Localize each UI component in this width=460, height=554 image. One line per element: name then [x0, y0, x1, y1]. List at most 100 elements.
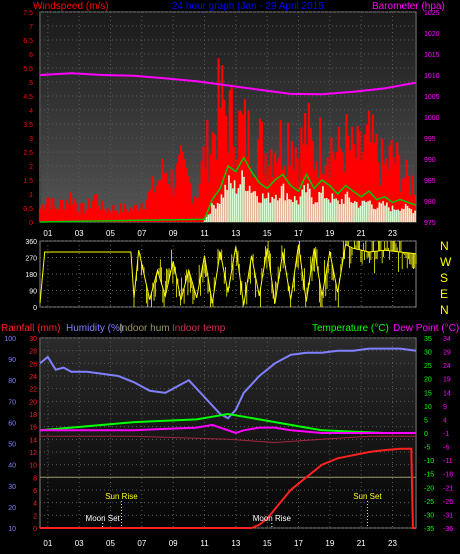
time-label: 03: [75, 539, 84, 548]
baro-tick-label: 1025: [424, 10, 440, 17]
rain-tick-label: 2: [33, 513, 37, 520]
time-label: 21: [357, 229, 366, 238]
baro-tick-label: 990: [424, 157, 436, 164]
dewpoint-tick-label: -1: [443, 431, 449, 438]
wind-tick-label: 1: [29, 192, 33, 199]
direction-tick-label: 180: [25, 272, 37, 279]
indoor-temp-label: Indoor temp: [172, 323, 226, 334]
rain-tick-label: 22: [29, 387, 37, 394]
humidity-tick-label: 60: [8, 420, 16, 427]
series-line-temp: [39, 412, 416, 434]
humidity-tick-label: 10: [8, 526, 16, 533]
annotation-sun-set: Sun Set: [353, 492, 382, 501]
time-label: 05: [106, 539, 115, 548]
time-label: 15: [263, 229, 272, 238]
wind-tick-label: 6: [29, 52, 33, 59]
baro-tick-label: 1005: [424, 94, 440, 101]
dewpoint-tick-label: -36: [443, 526, 453, 533]
time-label: 09: [169, 229, 178, 238]
dewpoint-tick-label: 19: [443, 377, 451, 384]
wind-tick-label: 7: [29, 24, 33, 31]
humidity-axis-label: Humidity (%): [66, 323, 123, 334]
time-label: 05: [106, 229, 115, 238]
dewpoint-tick-label: -31: [443, 512, 453, 519]
rain-tick-label: 26: [29, 361, 37, 368]
humidity-tick-label: 30: [8, 484, 16, 491]
wind-tick-label: 4: [29, 108, 33, 115]
baro-tick-label: 1020: [424, 31, 440, 38]
wind-series-layer: [38, 58, 417, 223]
rain-tick-label: 0: [33, 526, 37, 533]
humidity-tick-label: 80: [8, 378, 16, 385]
direction-tick-label: 0: [33, 305, 37, 312]
barometer-axis-label: Barometer (hpa): [372, 1, 445, 12]
wind-tick-label: 7.5: [23, 10, 33, 17]
time-label: 01: [43, 229, 52, 238]
rain-tick-label: 6: [33, 488, 37, 495]
direction-series-layer: [39, 241, 417, 307]
temp-tick-label: -35: [424, 526, 434, 533]
direction-tick-label: 90: [29, 289, 37, 296]
dewpoint-tick-label: -21: [443, 485, 453, 492]
wind-tick-label: 0.5: [23, 206, 33, 213]
direction-tick-label: 270: [25, 256, 37, 263]
time-label: 11: [200, 229, 209, 238]
temp-tick-label: 35: [424, 336, 432, 343]
rain-tick-label: 30: [29, 336, 37, 343]
time-label: 07: [137, 229, 146, 238]
dewpoint-tick-label: 29: [443, 350, 451, 357]
indoor-hum-label: Indoor hum: [119, 323, 170, 334]
series-line-hum: [39, 347, 417, 420]
baro-tick-label: 1010: [424, 73, 440, 80]
rain-tick-label: 20: [29, 399, 37, 406]
humidity-tick-label: 50: [8, 442, 16, 449]
temp-tick-label: 30: [424, 350, 432, 357]
temp-tick-label: 5: [424, 417, 428, 424]
time-label: 11: [200, 539, 209, 548]
annotation-moon-set: Moon Set: [86, 514, 121, 523]
rain-tick-label: 10: [29, 463, 37, 470]
temp-tick-label: -20: [424, 485, 434, 492]
baro-tick-label: 995: [424, 136, 436, 143]
rain-tick-label: 8: [33, 475, 37, 482]
time-label: 19: [325, 229, 334, 238]
wind-tick-label: 0: [29, 220, 33, 227]
time-label: 17: [294, 229, 303, 238]
rain-tick-label: 16: [29, 425, 37, 432]
wind-tick-label: 2.5: [23, 150, 33, 157]
direction-tick-label: 360: [25, 239, 37, 246]
temp-tick-label: -15: [424, 472, 434, 479]
rain-tick-label: 4: [33, 501, 37, 508]
rain-tick-label: 14: [29, 437, 37, 444]
wind-tick-label: 6.5: [23, 38, 33, 45]
temp-tick-label: 25: [424, 363, 432, 370]
series-line-dew: [40, 423, 416, 435]
axis-ticks: 00.511.522.533.544.555.566.577.597598098…: [4, 10, 453, 548]
compass-label-w: W: [440, 255, 452, 269]
wind-tick-label: 2: [29, 164, 33, 171]
dewpoint-tick-label: 4: [443, 417, 447, 424]
series-line-rain: [40, 447, 416, 529]
temp-tick-label: -10: [424, 458, 434, 465]
temperature-series-layer: [39, 347, 417, 529]
baro-tick-label: 1015: [424, 52, 440, 59]
time-label: 15: [263, 539, 272, 548]
rainfall-axis-label: Rainfall (mm): [1, 323, 60, 334]
temp-tick-label: 0: [424, 431, 428, 438]
time-label: 23: [388, 229, 397, 238]
dewpoint-axis-label: Dew Point (°C): [393, 323, 459, 334]
series-line-intemp: [40, 435, 416, 444]
dewpoint-tick-label: -26: [443, 499, 453, 506]
dewpoint-tick-label: 9: [443, 404, 447, 411]
humidity-tick-label: 70: [8, 399, 16, 406]
time-label: 03: [75, 229, 84, 238]
dewpoint-tick-label: -16: [443, 472, 453, 479]
dewpoint-tick-label: -6: [443, 445, 449, 452]
time-label: 13: [231, 539, 240, 548]
wind-average-line: [39, 156, 417, 223]
wind-tick-label: 5: [29, 80, 33, 87]
dewpoint-tick-label: -11: [443, 458, 453, 465]
time-label: 17: [294, 539, 303, 548]
rain-tick-label: 12: [29, 450, 37, 457]
